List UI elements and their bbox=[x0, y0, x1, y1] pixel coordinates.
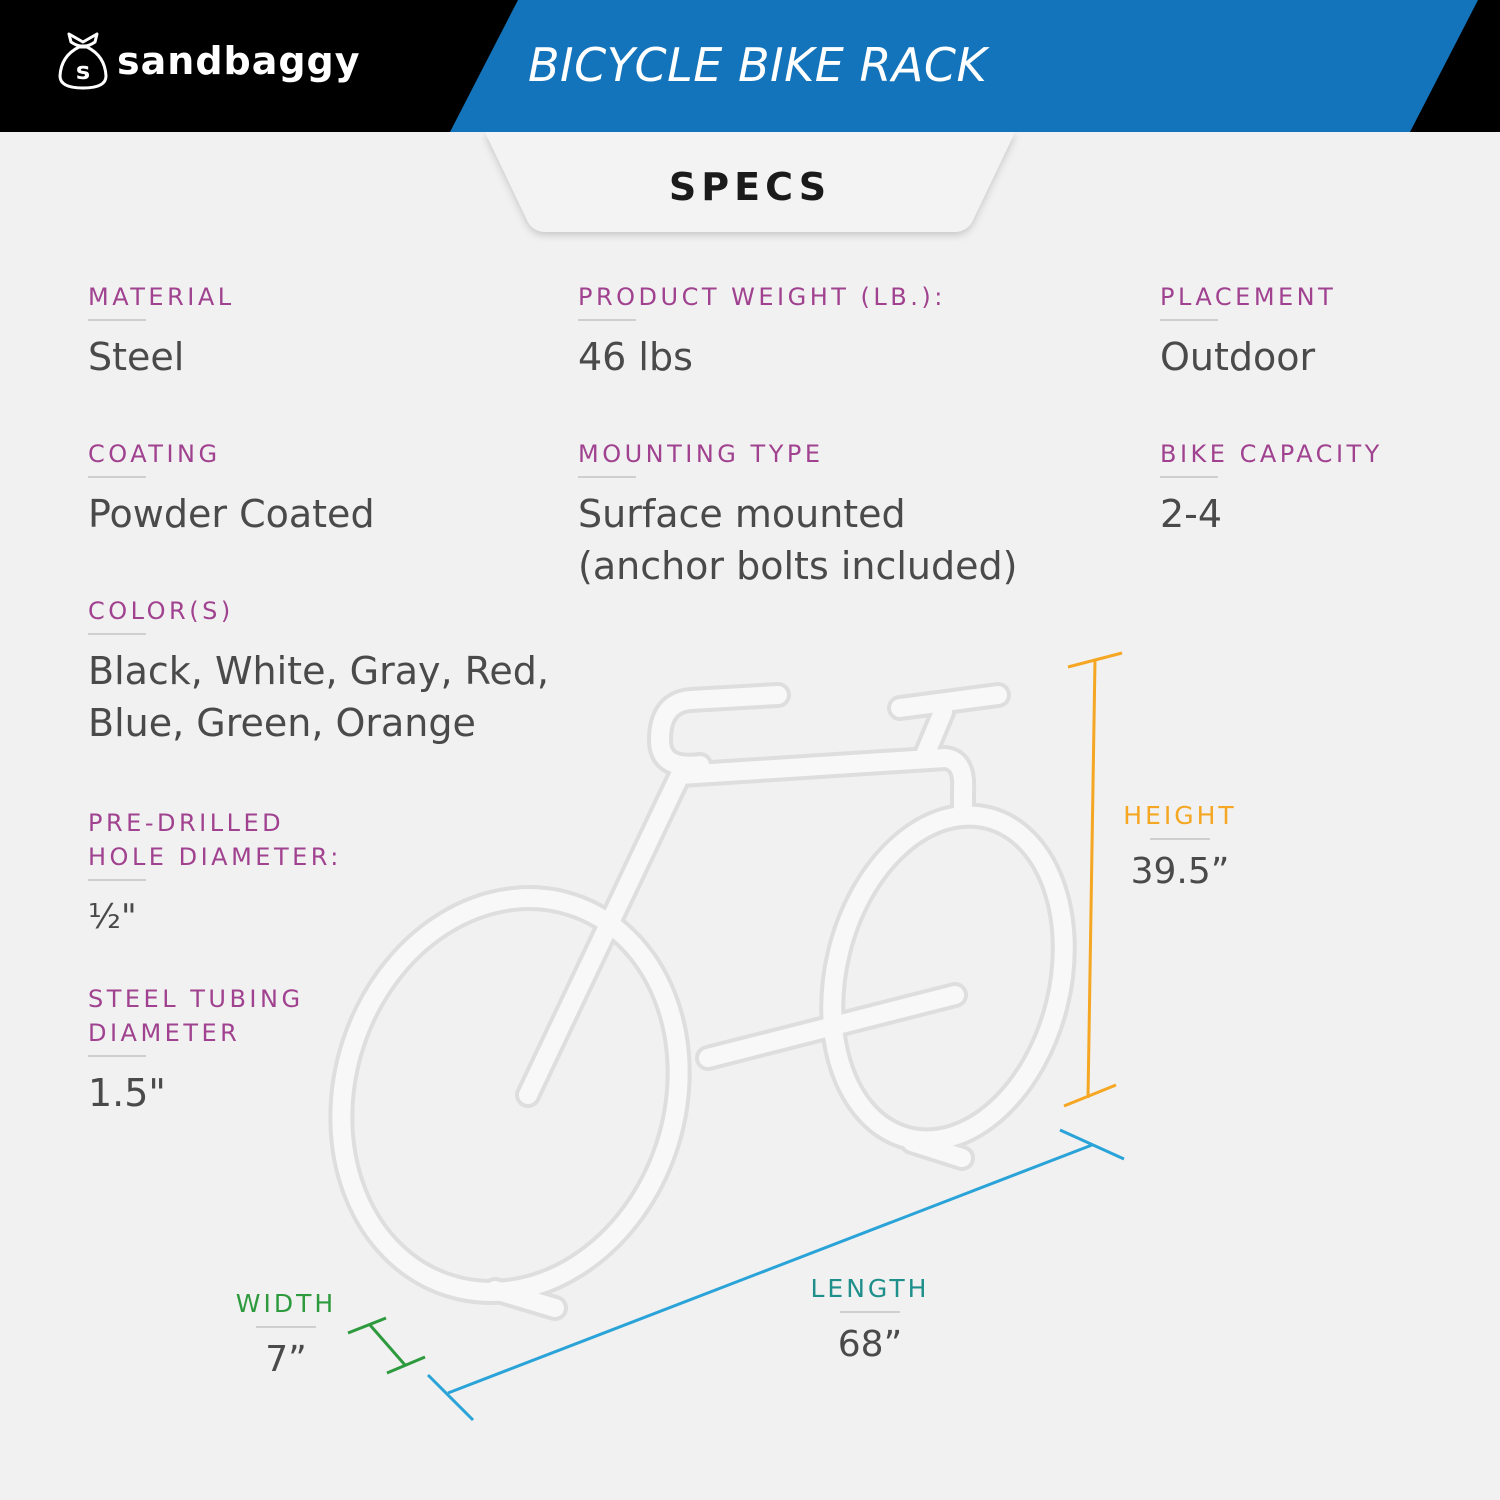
dimension-height: HEIGHT 39.5” bbox=[1115, 800, 1245, 896]
divider bbox=[578, 476, 636, 478]
spec-value-line2: (anchor bolts included) bbox=[578, 544, 1018, 588]
spec-value: ½" bbox=[88, 897, 137, 937]
spec-mounting-type: MOUNTING TYPE Surface mounted (anchor bo… bbox=[578, 437, 1017, 592]
divider bbox=[1150, 838, 1210, 840]
dimension-length: LENGTH 68” bbox=[800, 1273, 940, 1369]
spec-label: PLACEMENT bbox=[1160, 283, 1337, 311]
dimension-value: 68” bbox=[837, 1324, 903, 1365]
divider bbox=[88, 319, 146, 321]
divider bbox=[1160, 476, 1218, 478]
height-dimension-line bbox=[1063, 651, 1123, 1108]
spec-coating: COATING Powder Coated bbox=[88, 437, 375, 540]
dimension-label: WIDTH bbox=[235, 1289, 337, 1318]
divider bbox=[88, 476, 146, 478]
spec-bike-capacity: BIKE CAPACITY 2-4 bbox=[1160, 437, 1383, 540]
dimension-label: HEIGHT bbox=[1123, 801, 1237, 830]
spec-value: 46 lbs bbox=[578, 335, 693, 379]
spec-label-line2: HOLE DIAMETER: bbox=[88, 843, 342, 871]
specs-tab bbox=[485, 132, 1015, 232]
divider bbox=[840, 1311, 900, 1313]
spec-label-line1: PRE-DRILLED bbox=[88, 809, 285, 837]
dimension-width: WIDTH 7” bbox=[226, 1288, 346, 1384]
spec-hole-diameter: PRE-DRILLED HOLE DIAMETER: ½" bbox=[88, 806, 342, 943]
page-title: BICYCLE BIKE RACK bbox=[528, 38, 988, 92]
spec-value-line1: Black, White, Gray, Red, bbox=[88, 649, 549, 693]
divider bbox=[88, 879, 146, 881]
spec-label: MOUNTING TYPE bbox=[578, 440, 824, 468]
divider bbox=[88, 1055, 146, 1057]
brand-logo[interactable]: s sandbaggy bbox=[55, 30, 361, 92]
spec-label: COATING bbox=[88, 440, 221, 468]
brand-name: sandbaggy bbox=[117, 39, 361, 83]
spec-material: MATERIAL Steel bbox=[88, 280, 235, 383]
width-dimension-line bbox=[347, 1316, 426, 1375]
spec-label-line2: DIAMETER bbox=[88, 1019, 241, 1047]
dimension-value: 39.5” bbox=[1130, 851, 1230, 892]
logo-bag-letter: s bbox=[76, 57, 90, 85]
divider bbox=[256, 1326, 316, 1328]
spec-label: BIKE CAPACITY bbox=[1160, 440, 1383, 468]
spec-value: Outdoor bbox=[1160, 335, 1316, 379]
spec-value: 2-4 bbox=[1160, 492, 1223, 536]
dimension-label: LENGTH bbox=[810, 1274, 930, 1303]
spec-label: COLOR(S) bbox=[88, 597, 234, 625]
divider bbox=[1160, 319, 1218, 321]
bike-rack-frame bbox=[328, 682, 1077, 1321]
spec-label-line1: STEEL TUBING bbox=[88, 985, 304, 1013]
spec-label: MATERIAL bbox=[88, 283, 235, 311]
divider bbox=[88, 633, 146, 635]
money-bag-icon: s bbox=[58, 32, 108, 90]
divider bbox=[578, 319, 636, 321]
spec-product-weight: PRODUCT WEIGHT (LB.): 46 lbs bbox=[578, 280, 946, 383]
spec-value-line1: Surface mounted bbox=[578, 492, 906, 536]
spec-value: Steel bbox=[88, 335, 185, 379]
header-blue-band bbox=[450, 0, 1478, 132]
section-title-specs: SPECS bbox=[668, 165, 832, 209]
length-dimension-line bbox=[426, 1128, 1125, 1422]
header-bar: s sandbaggy BICYCLE BIKE RACK bbox=[0, 0, 1500, 132]
spec-value: 1.5" bbox=[88, 1071, 166, 1115]
spec-value: Powder Coated bbox=[88, 492, 375, 536]
spec-placement: PLACEMENT Outdoor bbox=[1160, 280, 1336, 383]
spec-colors: COLOR(S) Black, White, Gray, Red, Blue, … bbox=[88, 594, 549, 749]
spec-label: PRODUCT WEIGHT (LB.): bbox=[578, 283, 946, 311]
spec-tubing-diameter: STEEL TUBING DIAMETER 1.5" bbox=[88, 982, 304, 1119]
spec-value-line2: Blue, Green, Orange bbox=[88, 701, 476, 745]
dimension-value: 7” bbox=[265, 1339, 307, 1380]
